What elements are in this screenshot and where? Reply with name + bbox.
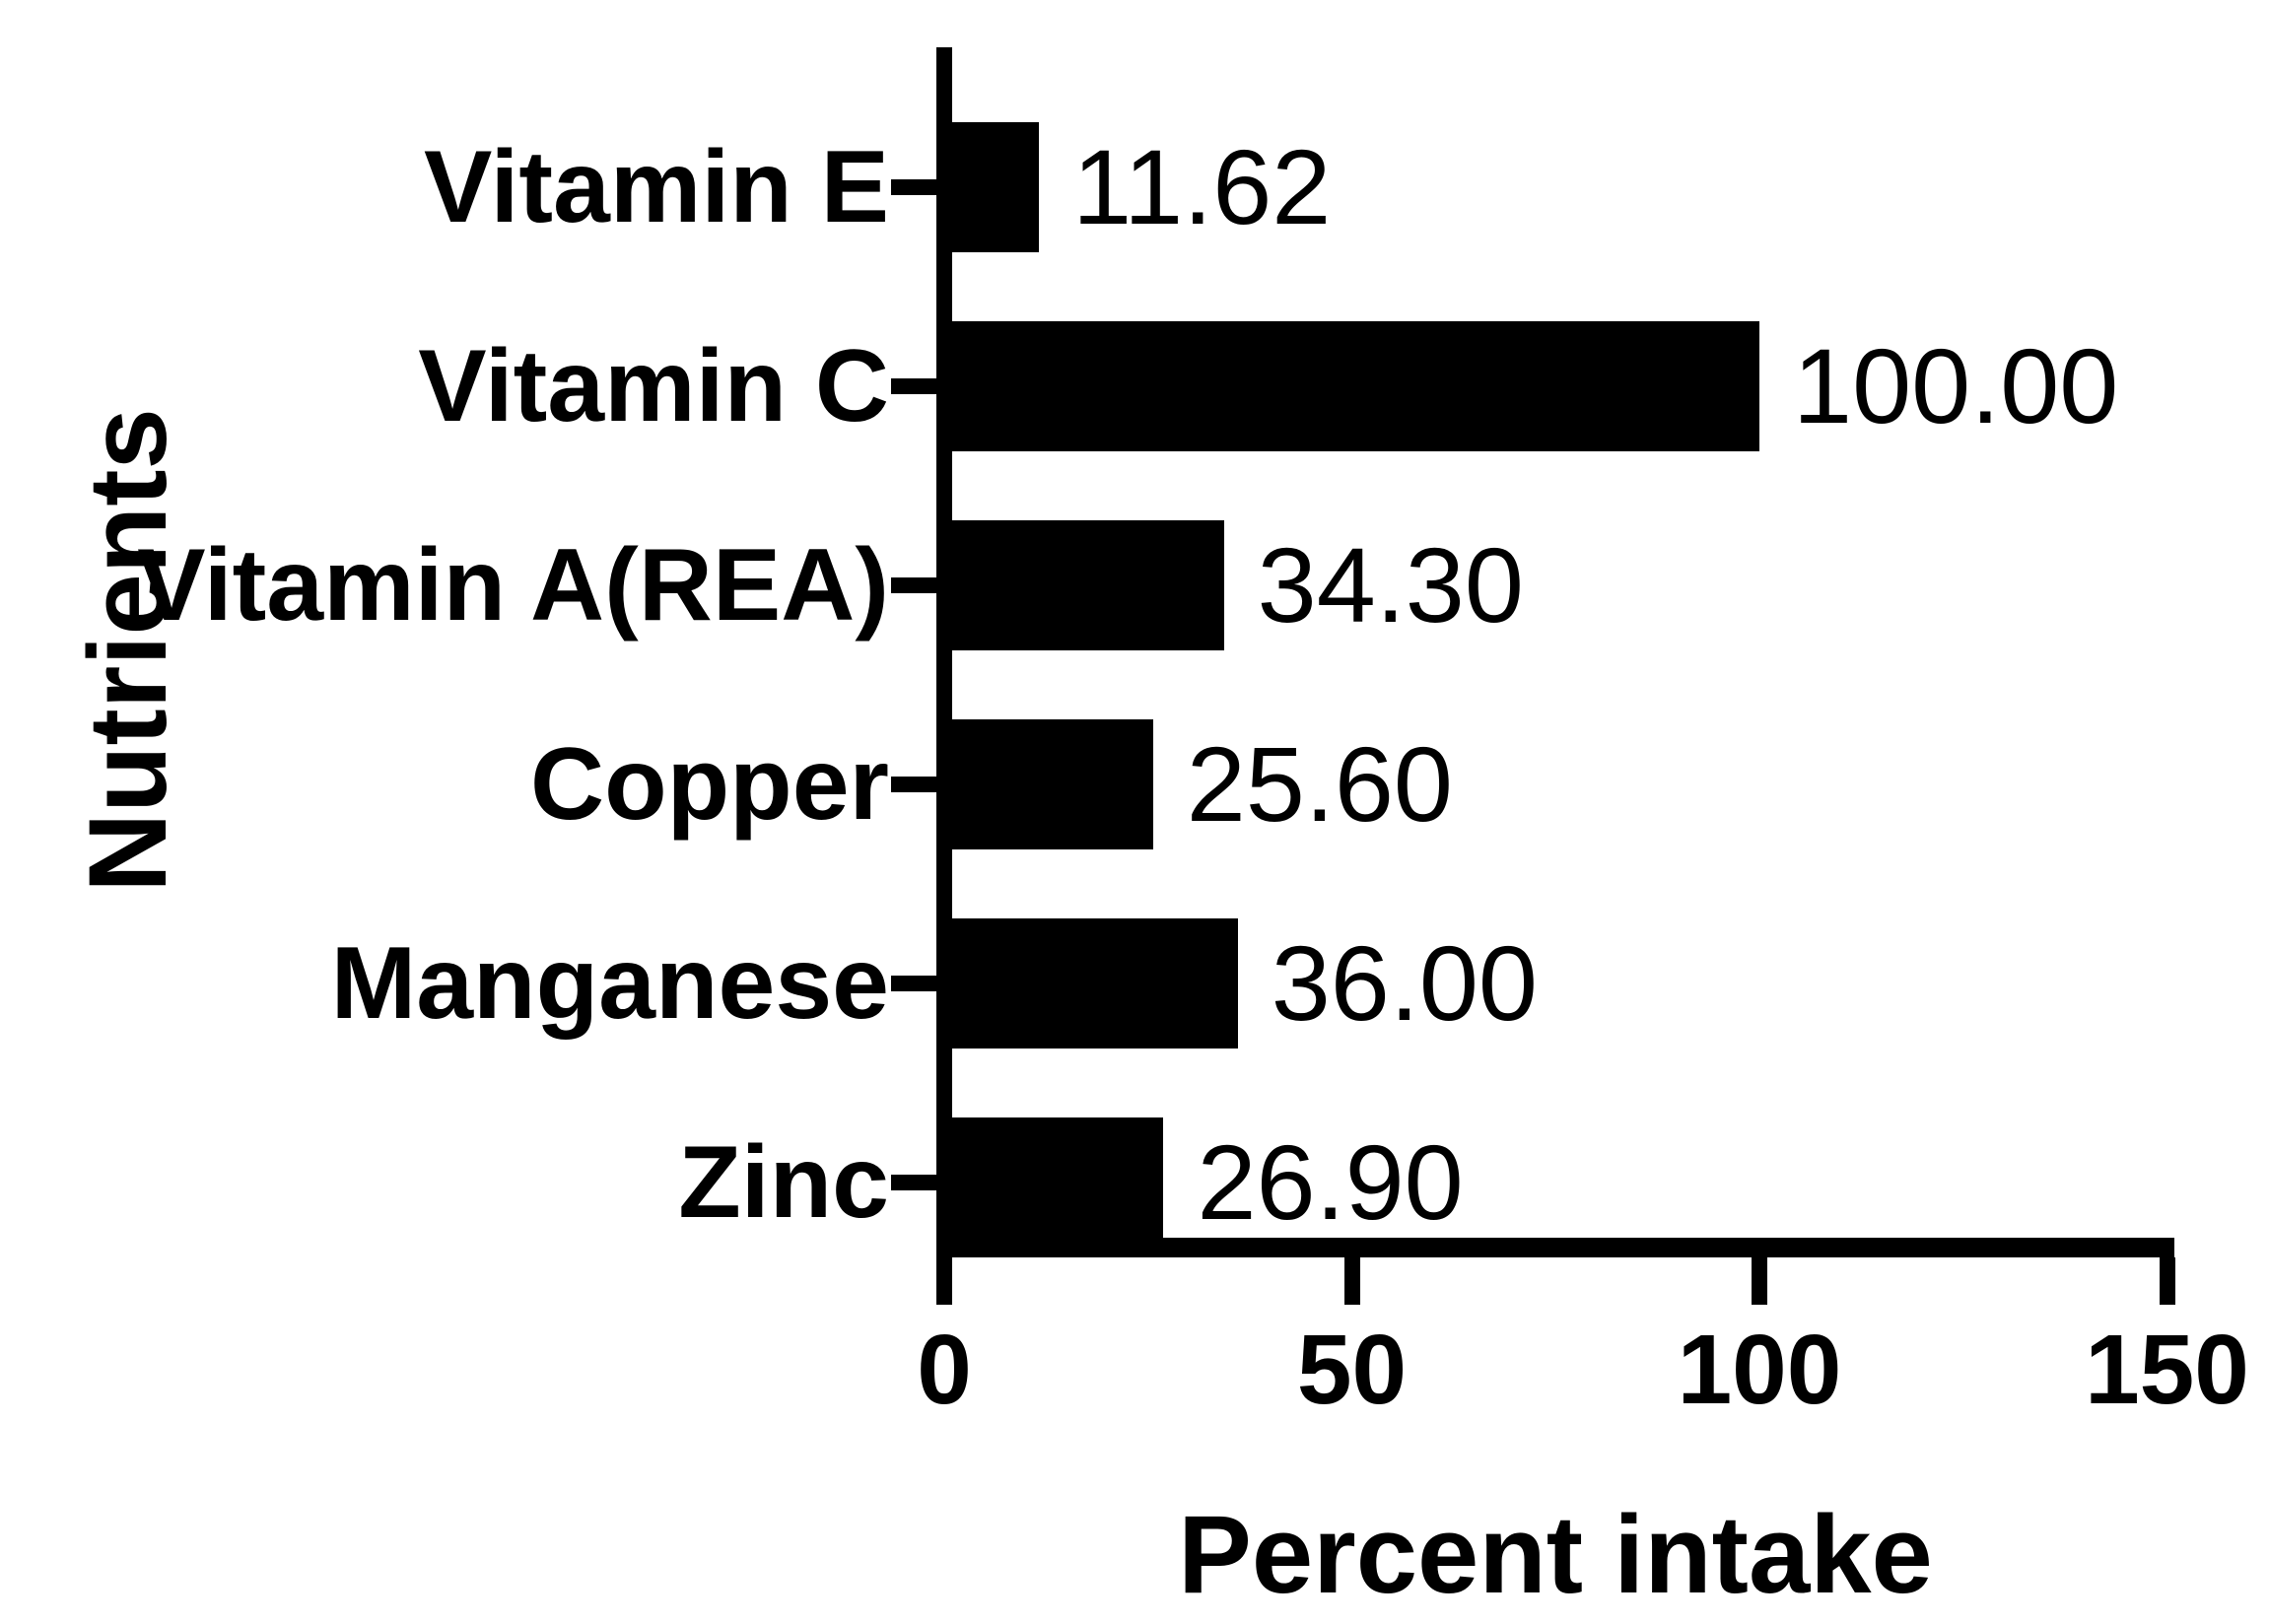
- bar: [944, 122, 1040, 252]
- x-axis-title: Percent intake: [1178, 1493, 1933, 1616]
- category-label: Vitamin C: [418, 329, 889, 443]
- category-tick: [891, 777, 936, 792]
- x-tick-mark: [1752, 1257, 1767, 1305]
- x-tick-label: 0: [917, 1315, 972, 1425]
- category-label: Vitamin E: [423, 130, 889, 244]
- category-tick: [891, 378, 936, 394]
- x-tick-mark: [1343, 1257, 1360, 1305]
- bar: [944, 918, 1238, 1049]
- value-label: 34.30: [1257, 525, 1524, 644]
- category-label: Copper: [530, 727, 889, 842]
- x-tick-label: 50: [1296, 1315, 1408, 1425]
- bar: [944, 520, 1224, 650]
- x-tick-mark: [2159, 1257, 2175, 1305]
- bar: [944, 719, 1153, 849]
- category-label: Zinc: [678, 1125, 889, 1240]
- value-label: 26.90: [1197, 1122, 1464, 1242]
- value-label: 11.62: [1072, 127, 1332, 246]
- category-tick: [891, 577, 936, 593]
- x-tick-mark: [936, 1257, 952, 1305]
- bar: [944, 321, 1759, 451]
- value-label: 36.00: [1271, 923, 1538, 1043]
- category-label: Manganese: [330, 926, 889, 1041]
- category-label: Vitamin A(REA): [137, 528, 889, 643]
- x-tick-label: 100: [1677, 1315, 1842, 1425]
- x-axis-line: [936, 1238, 2174, 1257]
- value-label: 25.60: [1186, 724, 1453, 844]
- category-tick: [891, 179, 936, 195]
- x-tick-label: 150: [2085, 1315, 2249, 1425]
- category-tick: [891, 1175, 936, 1190]
- category-tick: [891, 976, 936, 991]
- bar: [944, 1117, 1164, 1248]
- value-label: 100.00: [1793, 326, 2119, 445]
